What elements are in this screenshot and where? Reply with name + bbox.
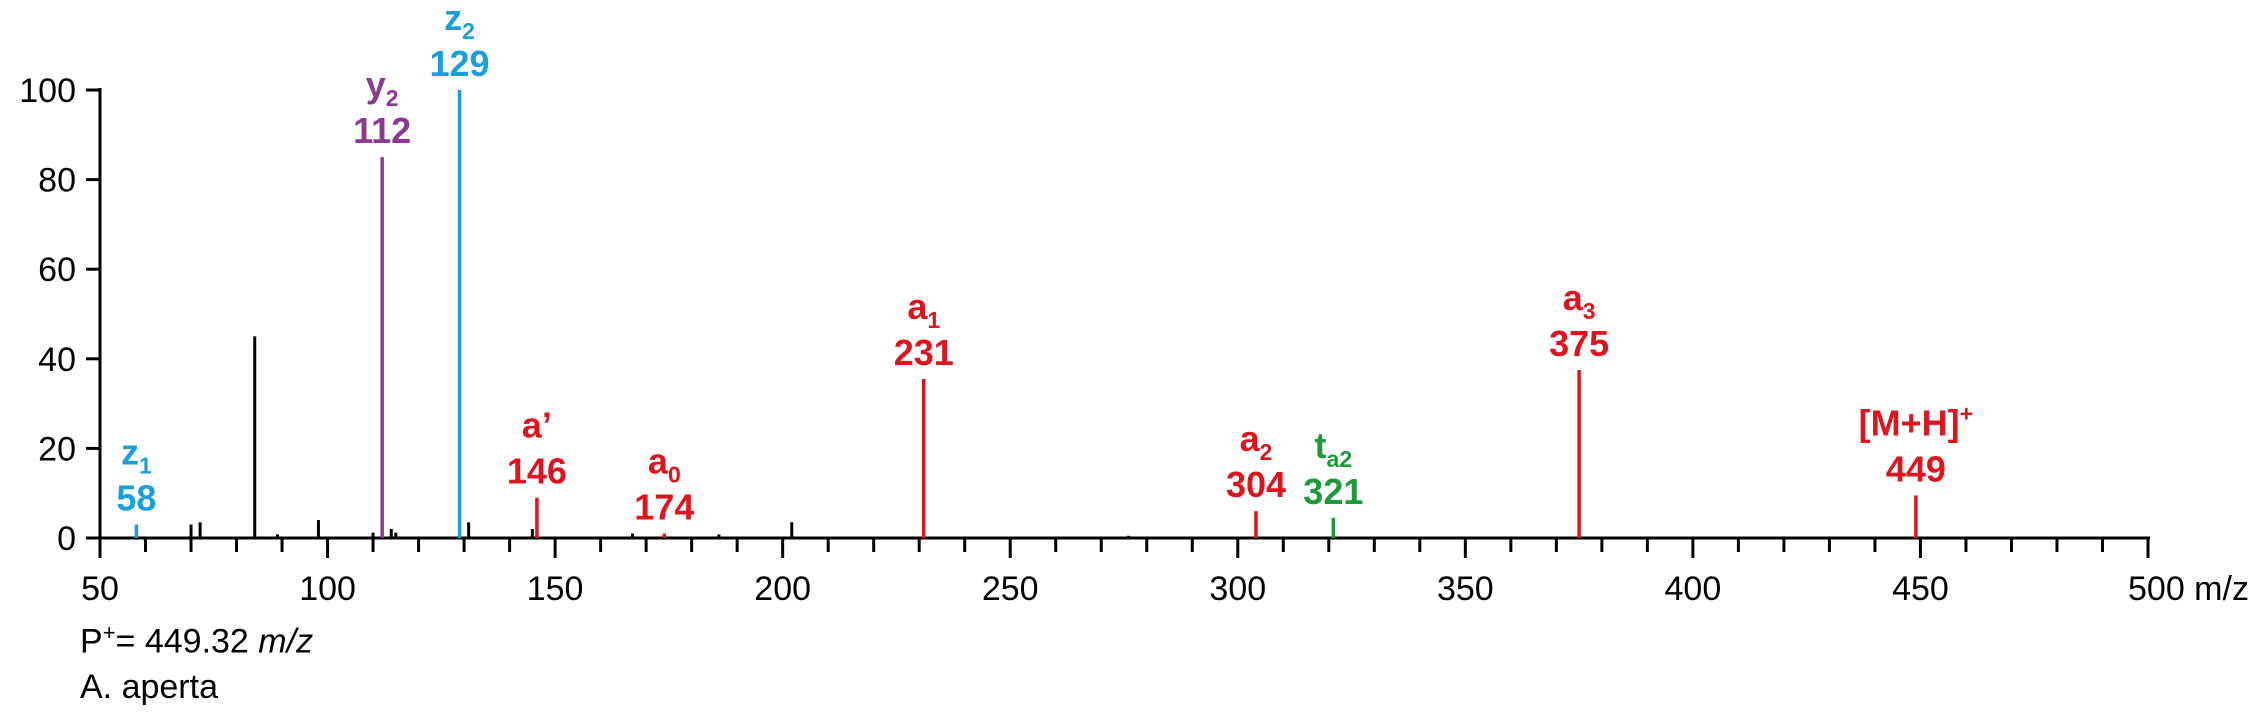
peak-mz-label-449: 449 [1886,448,1946,489]
x-tick-label: 500 m/z [2128,570,2249,608]
peak-ion-name: a’ [522,405,552,446]
peak-ion-label-321: ta2 [1315,425,1353,472]
peak-ion-label-449: [M+H]+ [1859,400,1973,443]
y-tick-label: 80 [38,162,76,200]
peak-ion-name: y [366,64,386,105]
precursor-value: = 449.32 [115,622,259,661]
peak-ion-name: a [648,441,669,482]
peak-ion-superscript: + [1960,400,1973,426]
y-tick-label: 60 [38,251,76,289]
x-tick-label: 200 [754,570,811,608]
peak-ion-label-375: a3 [1563,277,1596,324]
peak-ion-name: z [444,0,462,38]
peak-ion-label-174: a0 [648,441,681,488]
peak-mz-label-304: 304 [1226,464,1286,505]
peak-mz-label-174: 174 [634,487,694,528]
x-tick-label: 100 [299,570,356,608]
peak-ion-subscript: 2 [1260,439,1273,465]
peak-mz-label-146: 146 [507,451,567,492]
x-tick-label: 300 [1209,570,1266,608]
peak-ion-label-231: a1 [907,286,940,333]
peak-ion-name: a [907,286,928,327]
peak-ion-name: a [1563,277,1584,318]
peak-mz-label-231: 231 [894,332,954,373]
peak-ion-label-129: z2 [444,0,475,44]
peak-ion-name: t [1315,425,1327,466]
peak-ion-name: [M+H] [1859,402,1960,443]
peak-mz-label-129: 129 [429,43,489,84]
peak-ion-label-112: y2 [366,64,399,111]
peak-ion-label-58: z1 [121,432,152,479]
x-tick-label: 350 [1437,570,1494,608]
peak-ion-subscript: 3 [1583,298,1596,324]
x-tick-label: 50 [81,570,119,608]
x-tick-label: 450 [1892,570,1949,608]
peak-ion-subscript: 2 [462,18,475,44]
peak-ion-subscript: a2 [1327,446,1353,472]
peak-ion-subscript: 2 [386,85,399,111]
peak-mz-label-321: 321 [1303,471,1363,512]
precursor-label: P [80,622,103,661]
y-tick-label: 100 [19,72,76,110]
peak-ion-label-146: a’ [522,405,552,446]
peak-mz-label-112: 112 [353,110,411,151]
peak-ion-name: a [1240,418,1261,459]
peak-ion-subscript: 0 [668,462,681,488]
peak-ion-subscript: 1 [139,453,152,479]
peak-mz-label-58: 58 [116,478,156,519]
peak-ion-label-304: a2 [1240,418,1273,465]
peak-ion-name: z [121,432,139,473]
species-name: A. aperta [80,668,218,706]
x-tick-label: 250 [982,570,1039,608]
precursor-mass-line: P+= 449.32 m/z [80,620,313,661]
precursor-unit: m/z [258,622,314,661]
y-tick-label: 40 [38,341,76,379]
precursor-charge: + [102,620,116,645]
x-tick-label: 150 [527,570,584,608]
y-tick-label: 20 [38,430,76,468]
x-tick-label: 400 [1665,570,1722,608]
peak-ion-subscript: 1 [927,307,940,333]
y-tick-label: 0 [57,520,76,558]
peak-mz-label-375: 375 [1549,323,1609,364]
